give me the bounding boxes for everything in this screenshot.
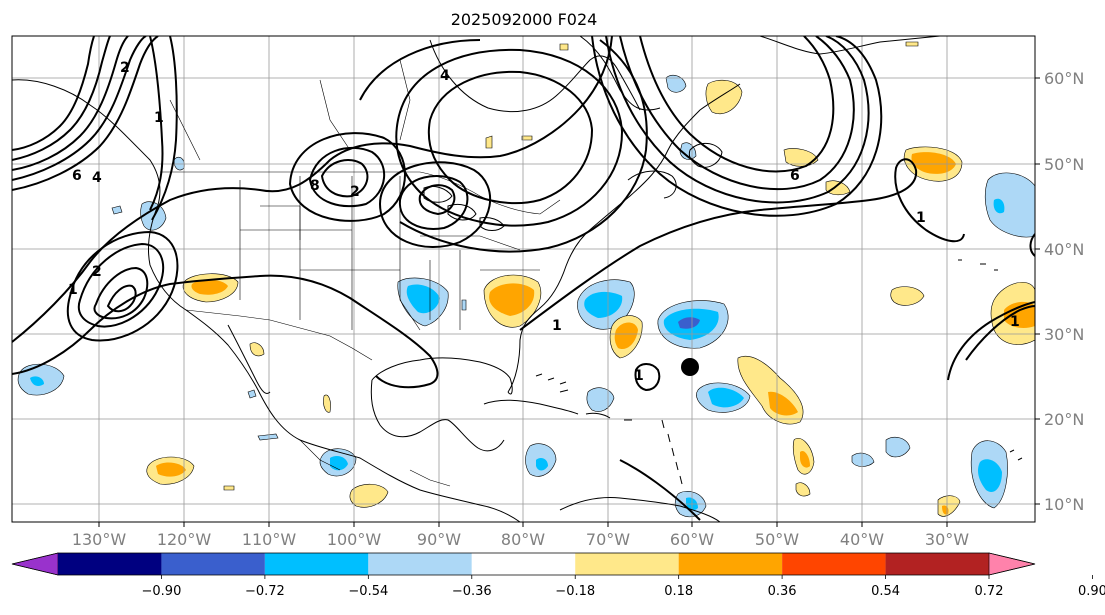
colorbar-outline [11,552,1036,576]
colorbar-segment [161,553,265,575]
contour-label: 2 [92,264,102,280]
lon-label: 100°W [327,530,382,549]
contour-labels: 2 2 4 4 6 6 8 2 1 1 1 1 1 1 [68,60,1020,384]
contour-label: 1 [68,282,78,298]
colorbar-tick-label: 0.54 [871,584,900,599]
contour-label: 2 [350,184,360,200]
map-area: 2 2 4 4 6 6 8 2 1 1 1 1 1 1 [12,36,1035,522]
map-title: 2025092000 F024 [451,10,598,29]
storm-position-marker [681,358,699,376]
colorbar-segment [575,553,679,575]
contour-label: 6 [790,168,800,184]
colorbar-extend-low [11,552,59,576]
lon-label: 30°W [925,530,969,549]
lon-label: 130°W [72,530,127,549]
lon-label: 60°W [670,530,714,549]
colorbar-segment [471,553,576,575]
lat-label: 30°N [1044,325,1084,344]
contour-label: 8 [310,178,320,194]
contour-label: 1 [916,210,926,226]
lon-label: 90°W [417,530,461,549]
latitude-labels: 60°N 50°N 40°N 30°N 20°N 10°N [1044,69,1084,514]
ticks [98,77,1040,527]
colorbar-segment [264,553,369,575]
political-borders [160,59,561,487]
contour-label: 2 [120,60,130,76]
contour-lines [12,36,1035,521]
colorbar-tick-label: 0.90 [1078,584,1105,599]
colorbar-tick-label: 0.18 [664,584,693,599]
colorbar-extend-high [988,552,1036,576]
colorbar-segment [368,553,472,575]
contour-label: 6 [72,168,82,184]
lon-label: 50°W [755,530,799,549]
colorbar-segment [782,553,886,575]
colorbar-tick-label: 0.36 [768,584,797,599]
contour-label: 1 [634,368,644,384]
colorbar: −0.90 −0.72 −0.54 −0.36 −0.18 0.18 0.36 0.54 0.7… [11,552,1105,599]
lon-label: 120°W [157,530,212,549]
colorbar-segment [885,553,989,575]
lon-label: 40°W [840,530,884,549]
lat-label: 20°N [1044,410,1084,429]
shading-layer [17,41,1035,518]
negative-anomaly-regions [17,74,1035,518]
contour-label: 1 [154,110,164,126]
colorbar-segment [678,553,783,575]
contour-label: 1 [552,318,562,334]
positive-anomaly-regions [146,41,1035,517]
colorbar-segment [58,553,162,575]
lon-label: 70°W [586,530,630,549]
lat-label: 10°N [1044,495,1084,514]
contour-label: 1 [1010,314,1020,330]
lat-label: 60°N [1044,69,1084,88]
longitude-labels: 130°W 120°W 110°W 100°W 90°W 80°W 70°W 6… [72,530,969,549]
lon-label: 80°W [501,530,545,549]
colorbar-tick-label: 0.72 [975,584,1004,599]
colorbar-tick-label: −0.72 [245,584,285,599]
colorbar-tick-label: −0.54 [348,584,388,599]
colorbar-tick-label: −0.18 [555,584,595,599]
colorbar-tick-label: −0.90 [142,584,182,599]
colorbar-tick-label: −0.36 [452,584,492,599]
contour-label: 4 [440,68,450,84]
lon-label: 110°W [242,530,297,549]
lat-label: 40°N [1044,240,1084,259]
lat-label: 50°N [1044,155,1084,174]
contour-label: 4 [92,170,102,186]
graticule [12,36,1035,522]
